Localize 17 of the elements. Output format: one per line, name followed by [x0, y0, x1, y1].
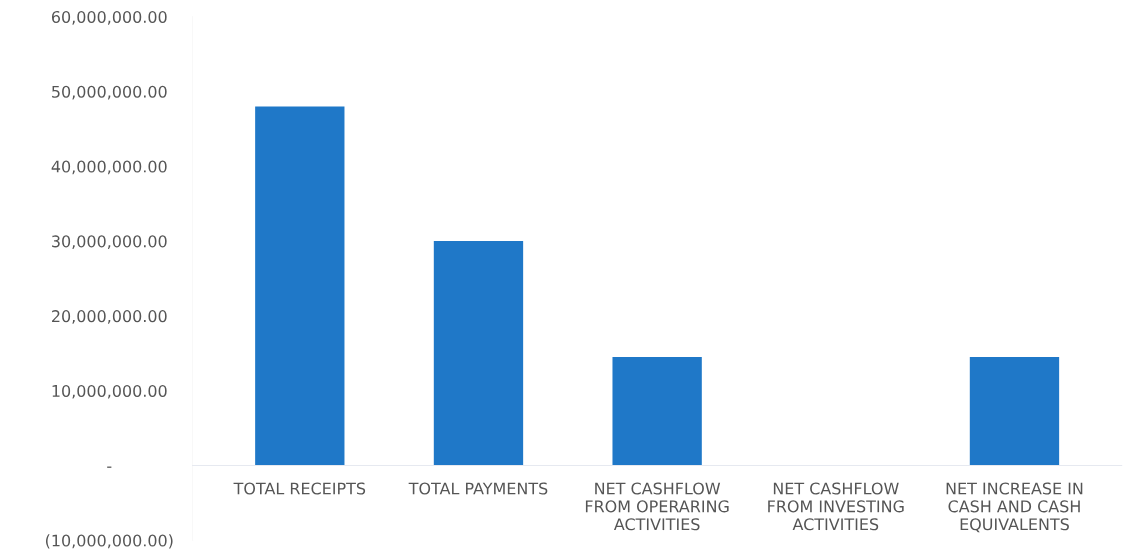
bar — [433, 241, 524, 466]
y-tick-label: (10,000,000.00) — [45, 534, 173, 549]
x-tick-label: TOTAL PAYMENTS — [408, 482, 548, 495]
y-tick-label: 40,000,000.00 — [51, 160, 167, 175]
y-tick-label: 50,000,000.00 — [52, 85, 167, 100]
bar — [255, 106, 345, 466]
y-tick-label: 20,000,000.00 — [52, 310, 167, 324]
y-tick-label: - — [107, 466, 112, 468]
y-tick-label: 10,000,000.00 — [52, 384, 167, 399]
y-tick-label: 60,000,000.00 — [51, 10, 167, 25]
x-tick-label: NET CASHFLOW FROM OPERARING ACTIVITIES — [585, 482, 729, 531]
x-tick-label: NET CASHFLOW FROM INVESTING ACTIVITIES — [768, 482, 904, 531]
y-tick-label: 30,000,000.00 — [52, 235, 167, 250]
x-tick-label: NET INCREASE IN CASH AND CASH EQUIVALENTS — [946, 482, 1083, 533]
bar — [612, 357, 702, 466]
x-tick-label: TOTAL RECEIPTS — [233, 482, 366, 495]
bar — [969, 357, 1060, 466]
